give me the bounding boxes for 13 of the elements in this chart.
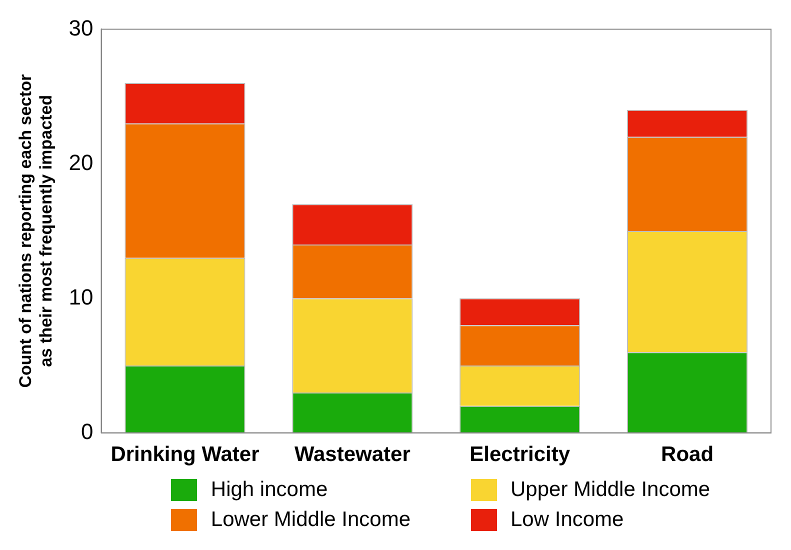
y-tick-label: 20 xyxy=(68,150,94,175)
x-tick-label: Electricity xyxy=(470,443,570,466)
y-axis-title: Count of nations reporting each sector as their most frequently impacted xyxy=(16,74,56,388)
y-tick-label: 10 xyxy=(68,284,94,310)
legend-label: Lower Middle Income xyxy=(210,508,410,532)
legend-label: Upper Middle Income xyxy=(510,478,710,502)
y-tick-label: 30 xyxy=(68,15,94,40)
legend-label: High income xyxy=(210,478,328,502)
legend-label: Low Income xyxy=(510,508,624,532)
x-tick-label: Road xyxy=(661,443,714,466)
x-tick-label: Wastewater xyxy=(294,443,410,466)
y-tick-label: 0 xyxy=(81,418,94,444)
x-tick-label: Drinking Water xyxy=(110,443,260,466)
